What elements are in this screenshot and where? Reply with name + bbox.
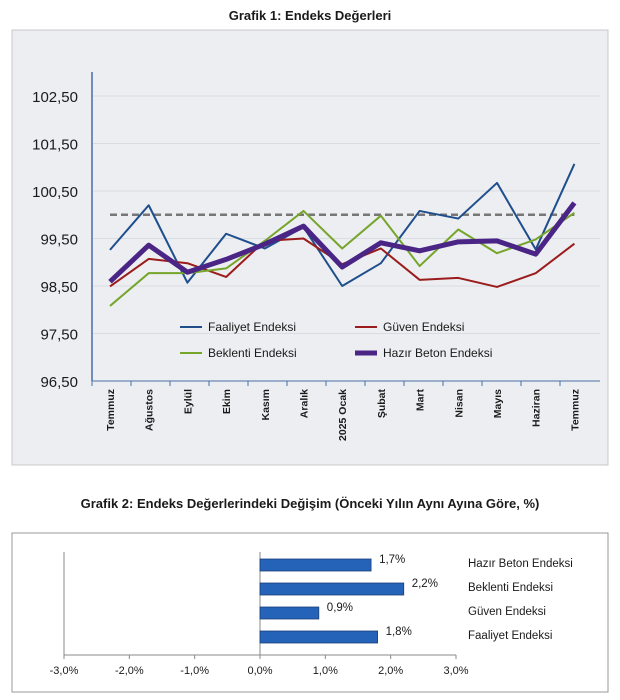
x-tick-label: -1,0% <box>180 665 209 677</box>
x-tick-label: Aralık <box>299 389 311 418</box>
bar-value-label: 1,8% <box>386 626 412 638</box>
x-tick-label: Şubat <box>376 389 388 419</box>
x-tick-label: Mayıs <box>492 389 504 418</box>
x-tick-label: 3,0% <box>443 665 468 677</box>
x-tick-label: -3,0% <box>50 665 79 677</box>
bar <box>259 630 378 644</box>
chart2: -3,0% -2,0% -1,0% 0,0% 1,0% 2,0% 3,0% 1,7% Hazır… <box>50 552 573 677</box>
y-tick-label: 101,50 <box>32 137 78 154</box>
bar <box>259 558 372 572</box>
category-label: Güven Endeksi <box>468 606 546 618</box>
y-tick-label: 96,50 <box>40 374 78 391</box>
category-label: Hazır Beton Endeksi <box>468 558 573 570</box>
x-tick-label: Ağustos <box>144 389 156 431</box>
x-tick-label: 0,0% <box>247 665 272 677</box>
category-label: Faaliyet Endeksi <box>468 630 552 642</box>
x-tick-label: 2025 Ocak <box>337 389 349 441</box>
legend-label: Güven Endeksi <box>383 320 464 334</box>
bar-value-label: 0,9% <box>327 602 353 614</box>
y-tick-label: 100,50 <box>32 184 78 201</box>
chart1: 96,50 97,50 98,50 99,50 100,50 101,50 102,50 Te… <box>32 72 600 441</box>
bar <box>259 582 405 596</box>
chart1-title: Grafik 1: Endeks Değerleri <box>229 8 392 23</box>
x-tick-label: Haziran <box>531 389 543 427</box>
bar-value-label: 1,7% <box>379 554 405 566</box>
x-tick-label: Temmuz <box>105 389 117 431</box>
y-tick-label: 97,50 <box>40 327 78 344</box>
y-tick-label: 102,50 <box>32 89 78 106</box>
x-tick-label: Ekim <box>221 389 233 414</box>
y-tick-label: 99,50 <box>40 232 78 249</box>
y-tick-label: 98,50 <box>40 279 78 296</box>
x-tick-label: Eylül <box>182 389 194 414</box>
x-tick-label: 2,0% <box>378 665 403 677</box>
legend-label: Beklenti Endeksi <box>208 346 297 360</box>
legend-label: Hazır Beton Endeksi <box>383 346 492 360</box>
x-tick-label: Nisan <box>453 389 465 418</box>
x-tick-label: -2,0% <box>115 665 144 677</box>
x-tick-label: Temmuz <box>569 389 581 431</box>
bar <box>259 606 320 620</box>
x-tick-label: 1,0% <box>313 665 338 677</box>
x-tick-label: Kasım <box>260 389 272 421</box>
category-label: Beklenti Endeksi <box>468 582 553 594</box>
x-tick-label: Mart <box>415 388 427 411</box>
legend-label: Faaliyet Endeksi <box>208 320 296 334</box>
bar-value-label: 2,2% <box>412 578 438 590</box>
chart2-title: Grafik 2: Endeks Değerlerindeki Değişim … <box>81 496 540 511</box>
